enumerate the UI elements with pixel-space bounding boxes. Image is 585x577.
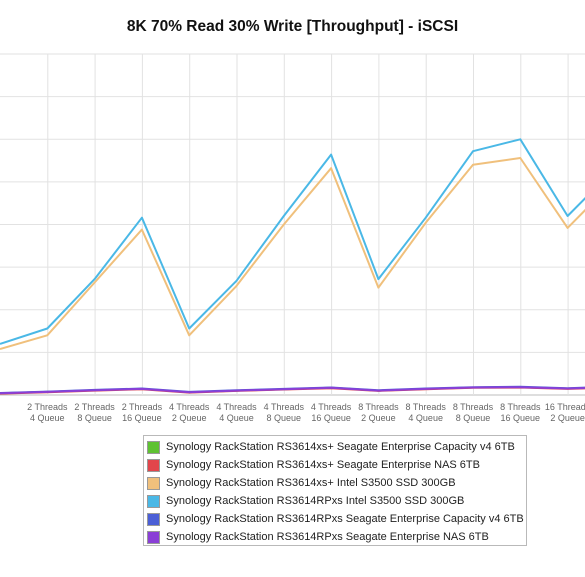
x-tick-label: 2 Queue <box>361 413 396 423</box>
series-lines <box>0 138 585 395</box>
legend-swatch <box>147 458 160 472</box>
x-tick-label: 4 Threads <box>216 402 257 412</box>
grid-lines <box>0 53 585 396</box>
x-tick-label: 8 Queue <box>267 413 302 423</box>
legend-label: Synology RackStation RS3614xs+ Intel S35… <box>166 477 456 489</box>
legend-swatch <box>147 530 160 544</box>
x-tick-label: 4 Queue <box>408 413 443 423</box>
x-tick-label: 8 Threads <box>453 402 494 412</box>
legend-swatch <box>147 476 160 490</box>
legend-item: Synology RackStation RS3614xs+ Seagate E… <box>144 438 526 456</box>
series-line-2 <box>0 157 585 350</box>
x-tick-label: 2 Queue <box>172 413 207 423</box>
x-tick-label: 4 Threads <box>264 402 305 412</box>
x-tick-label: 4 Threads <box>169 402 210 412</box>
x-tick-label: 2 Threads <box>27 402 68 412</box>
x-tick-label: 2 Threads <box>122 402 163 412</box>
x-tick-label: 8 Threads <box>500 402 541 412</box>
legend-label: Synology RackStation RS3614xs+ Seagate E… <box>166 441 515 453</box>
x-tick-label: 2 Queue <box>550 413 585 423</box>
x-tick-label: 8 Threads <box>358 402 399 412</box>
legend-item: Synology RackStation RS3614RPxs Intel S3… <box>144 492 526 510</box>
x-tick-label: 16 Threads <box>545 402 585 412</box>
legend: Synology RackStation RS3614xs+ Seagate E… <box>143 435 527 546</box>
x-tick-label: 4 Queue <box>30 413 65 423</box>
x-tick-label: 4 Threads <box>311 402 352 412</box>
legend-item: Synology RackStation RS3614RPxs Seagate … <box>144 510 526 528</box>
legend-swatch <box>147 512 160 526</box>
legend-swatch <box>147 494 160 508</box>
x-tick-label: 2 Threads <box>74 402 115 412</box>
legend-label: Synology RackStation RS3614xs+ Seagate E… <box>166 459 480 471</box>
legend-item: Synology RackStation RS3614RPxs Seagate … <box>144 528 526 546</box>
legend-swatch <box>147 440 160 454</box>
x-tick-label: 8 Queue <box>77 413 112 423</box>
legend-item: Synology RackStation RS3614xs+ Seagate E… <box>144 456 526 474</box>
x-tick-label: 16 Queue <box>122 413 162 423</box>
x-tick-label: 4 Queue <box>219 413 254 423</box>
legend-label: Synology RackStation RS3614RPxs Intel S3… <box>166 495 465 507</box>
x-tick-label: 16 Queue <box>501 413 541 423</box>
series-line-3 <box>0 138 585 345</box>
x-tick-label: 8 Queue <box>456 413 491 423</box>
series-line-5 <box>0 386 585 395</box>
legend-item: Synology RackStation RS3614xs+ Intel S35… <box>144 474 526 492</box>
x-tick-label: 16 Queue <box>311 413 351 423</box>
chart-title: 8K 70% Read 30% Write [Throughput] - iSC… <box>126 18 459 35</box>
legend-label: Synology RackStation RS3614RPxs Seagate … <box>166 513 524 525</box>
legend-label: Synology RackStation RS3614RPxs Seagate … <box>166 531 489 543</box>
x-tick-label: 8 Threads <box>406 402 447 412</box>
